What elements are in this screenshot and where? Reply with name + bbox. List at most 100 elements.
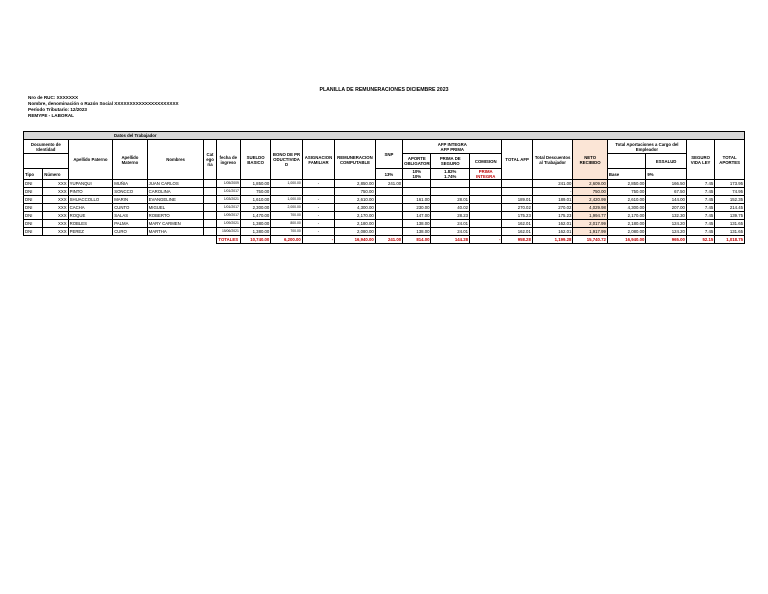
nombres-header: Nombres [146, 139, 205, 180]
prima-seguro-cell: 24.01 [430, 219, 470, 228]
categoria-cell [203, 203, 217, 212]
nombres-cell: MARY CARMEN [146, 219, 205, 228]
apellido-materno-cell: PALMA [112, 219, 148, 228]
neto-cell: 1,994.77 [572, 211, 608, 220]
numero-cell: XXX [42, 211, 69, 220]
sueldo-cell: 1,850.00 [239, 179, 272, 188]
comision-cell [468, 187, 503, 196]
payroll-rows: 1DNIXXXYUPANQUIMUÑIAJUAN CARLOS1/05/2009… [22, 179, 745, 236]
categoria-cell [203, 195, 217, 204]
bono-cell: 1,000.00 [270, 195, 303, 204]
numero-header: Número [42, 168, 69, 180]
company-name-line: Nombre, denominación o Razón Social XXXX… [28, 101, 179, 106]
snp-cell [374, 211, 404, 220]
total-afp-cell: 189.01 [501, 195, 533, 204]
snp-cell [374, 203, 404, 212]
categoria-header: Categoría [203, 139, 217, 180]
total-aporte-obligatorio: 814.00 [402, 235, 432, 244]
apellido-materno-cell: CUNTO [112, 203, 148, 212]
aporte-obligatorio-cell: 161.00 [402, 195, 432, 204]
total-aportes: 1,018.75 [714, 235, 745, 244]
total-snp: 241.00 [374, 235, 404, 244]
nombres-cell: EVANGELINE [146, 195, 205, 204]
comision-cell [468, 211, 503, 220]
essalud-cell: 144.00 [645, 195, 687, 204]
apellido-paterno-cell: CACHA [67, 203, 114, 212]
total-asignacion: - [301, 235, 336, 244]
seguro-vida-cell: 7.45 [685, 187, 716, 196]
apellido-paterno-cell: ROQUE [67, 211, 114, 220]
totals-row: TOTALES 10,740.00 6,200.00 - 16,940.00 2… [24, 235, 745, 244]
regime-line: REMYPE - LABORAL [28, 113, 74, 118]
seguro-pct-integra: 1.82% [444, 169, 457, 175]
afp-integra-label: AFP INTEGRA [437, 141, 467, 147]
categoria-cell [203, 219, 217, 228]
numero-cell: XXX [42, 187, 69, 196]
aporte-obligatorio-cell: 230.00 [402, 203, 432, 212]
total-aportes-cell: 131.65 [714, 219, 745, 228]
total-prima-seguro: 144.28 [430, 235, 470, 244]
totals-spacer [24, 236, 217, 244]
table-row: 1DNIXXXYUPANQUIMUÑIAJUAN CARLOS 1/05/2009… [22, 179, 745, 188]
asignacion-cell [301, 187, 336, 196]
asignacion-cell: - [301, 179, 336, 188]
sueldo-cell: 2,300.00 [239, 203, 272, 212]
base-cell: 2,850.00 [606, 179, 647, 188]
base-cell: 4,300.00 [606, 203, 647, 212]
apellido-paterno-header: Apellido Paterno [67, 139, 114, 180]
numero-cell: XXX [42, 227, 69, 236]
bono-cell: 2,000.00 [270, 203, 303, 212]
payroll-table: Datos del Trabajador Documento de Identi… [22, 131, 745, 244]
table-row: 4DNIXXXCACHACUNTOMIGUEL 1/01/20172,300.00… [22, 203, 745, 212]
numero-cell: XXX [42, 179, 69, 188]
categoria-cell [203, 211, 217, 220]
aporte-pct-prima: 10% [412, 174, 422, 179]
essalud-pct: 9% [645, 168, 687, 180]
total-neto: 15,740.72 [572, 235, 608, 244]
apellido-paterno-cell: PEREZ [67, 227, 114, 236]
total-afp: 958.28 [501, 235, 533, 244]
total-sueldo: 10,740.00 [239, 235, 272, 244]
total-bono: 6,200.00 [270, 235, 303, 244]
total-descuentos-cell: 270.02 [531, 203, 574, 212]
total-descuentos-cell: 175.23 [531, 211, 574, 220]
comision-prima-label: PRIMA [478, 169, 493, 175]
snp-cell: 241.00 [374, 179, 404, 188]
total-afp-cell: 175.23 [501, 211, 533, 220]
prima-seguro-cell: 24.01 [430, 227, 470, 236]
essalud-cell: 124.20 [645, 227, 687, 236]
remuneracion-cell: 2,180.00 [334, 219, 376, 228]
header-row-sub: APORTE OBLIGATORIO PRIMA DE SEGURO COMIS… [23, 153, 745, 169]
numero-cell: XXX [42, 195, 69, 204]
remuneracion-cell: 2,610.00 [334, 195, 376, 204]
header-row-main: Documento de Identidad Apellido Paterno … [23, 139, 745, 180]
aporte-pct-integra: 10% [412, 169, 422, 175]
bono-cell: 700.00 [270, 211, 303, 220]
snp-cell [374, 187, 404, 196]
ruc-line: Nro de RUC: XXXXXXX [28, 95, 79, 100]
numero-cell: XXX [42, 219, 69, 228]
comision-integra-label: INTEGRA [476, 174, 496, 179]
apellido-materno-cell: SALAS [112, 211, 148, 220]
apellido-materno-cell: SONCCO [112, 187, 148, 196]
header-row-pct: Tipo Número 13% 10% 10% 1.82% 1.74% PRIM… [22, 168, 745, 180]
bono-cell: 700.00 [270, 227, 303, 236]
total-remuneracion: 16,940.00 [334, 235, 376, 244]
remuneracion-cell: 750.00 [334, 187, 376, 196]
total-afp-cell [501, 187, 533, 196]
aporte-obligatorio-cell [402, 187, 432, 196]
sueldo-cell: 1,610.00 [239, 195, 272, 204]
total-afp-cell: 270.02 [501, 203, 533, 212]
total-descuentos-cell: 189.01 [531, 195, 574, 204]
comision-type-cell: PRIMA INTEGRA [468, 168, 503, 180]
aporte-obligatorio-header: APORTE OBLIGATORIO [402, 153, 432, 169]
essalud-header: ESSALUD [645, 153, 687, 169]
aporte-obligatorio-cell: 138.00 [402, 219, 432, 228]
seguro-vida-cell: 7.45 [685, 227, 716, 236]
sueldo-basico-header: SUELDO BASICO [239, 139, 272, 180]
apellido-materno-cell: MUÑIA [112, 179, 148, 188]
comision-cell [468, 227, 503, 236]
table-row: 6DNIXXXROBLESPALMAMARY CARMEN 1/09/20211,… [22, 219, 745, 228]
fecha-ingreso-cell: 1/09/2021 [215, 219, 241, 228]
